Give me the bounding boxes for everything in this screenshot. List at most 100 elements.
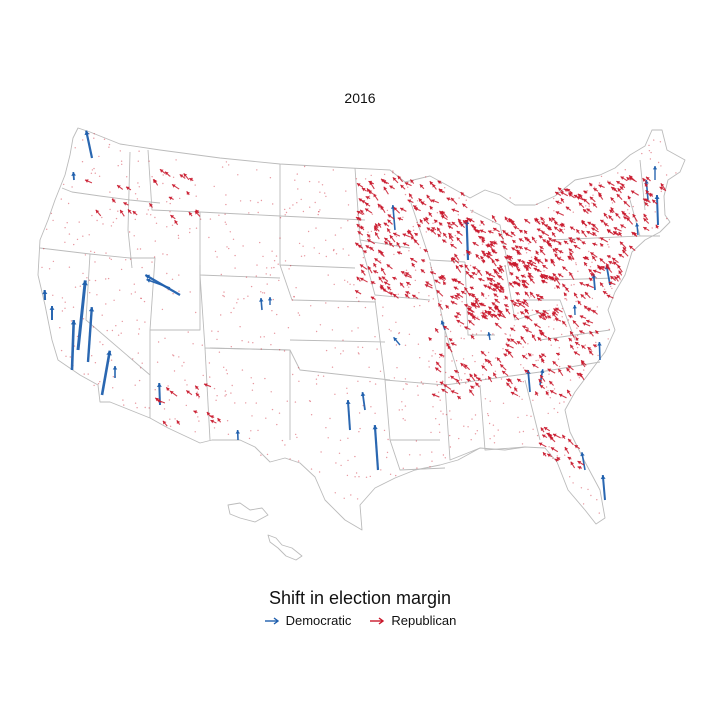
county-dot [573,283,575,286]
shift-arrow-head [455,265,460,270]
shift-arrow-head [567,365,572,369]
county-dot [183,361,185,364]
county-dot [393,377,396,379]
county-dot [369,475,371,478]
shift-arrow-head [400,270,405,275]
shift-arrow-head [652,166,658,170]
county-dot [565,298,567,300]
county-dot [120,160,123,162]
shift-arrow-head [598,184,603,189]
shift-arrow-head [558,250,563,254]
county-dot [138,150,140,152]
county-dot [493,435,495,437]
county-dot [94,261,96,263]
shift-arrow-head [574,292,578,297]
shift-arrow-head [621,211,626,215]
county-dot [310,305,312,307]
shift-arrow-head [480,220,485,225]
shift-arrow-head [538,378,543,383]
county-dot [414,269,417,271]
shift-arrow-head [586,208,591,212]
border-al-ga [479,384,526,451]
shift-arrow-head [537,259,542,263]
shift-arrow-head [547,368,552,373]
shift-arrow-head [652,199,656,204]
shift-arrow-head [407,230,411,235]
county-dot [245,402,247,404]
county-dot [596,306,598,308]
shift-arrow-head [569,252,573,256]
county-dot [128,231,131,233]
county-dot [278,412,281,414]
county-dot [213,387,216,390]
shift-arrow-head [612,257,616,262]
county-dot [451,360,453,362]
county-dot [91,214,93,217]
county-dot [237,298,239,300]
shift-arrow-head [541,353,545,358]
county-dot [234,254,236,257]
border-ar [384,379,440,441]
shift-arrow-head [267,297,273,301]
county-dot [531,309,534,311]
county-dot [392,170,394,172]
county-dot [480,312,482,314]
county-dot [270,267,273,269]
shift-arrow-head [397,175,402,180]
shift-arrow-head [489,278,494,282]
county-dot [572,482,574,484]
shift-arrow-head [592,232,597,236]
county-dot [553,328,555,330]
shift-arrow-head [155,397,159,402]
county-dot [473,385,476,387]
county-dot [333,283,335,286]
shift-arrow-head [550,447,555,451]
shift-arrow-head [600,237,604,241]
shift-arrow-head [493,227,497,232]
shift-arrow-head [451,221,456,226]
county-dot [230,311,232,314]
county-dot [374,336,376,338]
county-dot [218,351,221,353]
arrow-icon [369,616,385,626]
county-dot [186,384,188,386]
county-dot [242,245,244,247]
shift-arrow-head [644,202,649,206]
shift-arrow [392,205,396,231]
county-dot [419,454,421,456]
county-dot [552,457,554,459]
border-ok-tx [289,349,391,381]
shift-arrow-head [646,176,650,181]
county-dot [143,300,146,303]
shift-arrow-head [619,241,624,246]
county-dot [471,355,474,357]
county-dot [559,225,561,227]
shift-arrow-head [475,254,480,258]
shift-arrow-head [367,188,371,193]
shift-arrow-head [548,237,553,242]
shift-arrow-head [555,211,560,215]
county-dot [226,373,228,375]
legend-title: Shift in election margin [268,588,452,608]
shift-arrow-head [387,286,391,290]
county-dot [596,499,598,501]
county-dot [582,503,585,505]
county-dot [133,283,135,285]
shift-arrow-head [568,236,573,241]
county-dot [216,338,218,341]
county-dot [357,346,359,348]
shift-arrow-head [487,311,492,316]
legend-item-republican: Republican [369,613,456,628]
shift-arrow-head [587,307,592,312]
shift-arrow-head [472,266,477,270]
county-dot [401,401,403,403]
shift-arrow-head [569,239,574,244]
county-dot [442,413,444,415]
shift-arrow-head [527,275,532,279]
county-dot [225,161,228,163]
county-dot [509,197,511,199]
county-dot [492,424,495,426]
border-ky-tn [444,361,601,386]
county-dot [179,197,181,200]
shift-arrow-head [358,198,363,202]
